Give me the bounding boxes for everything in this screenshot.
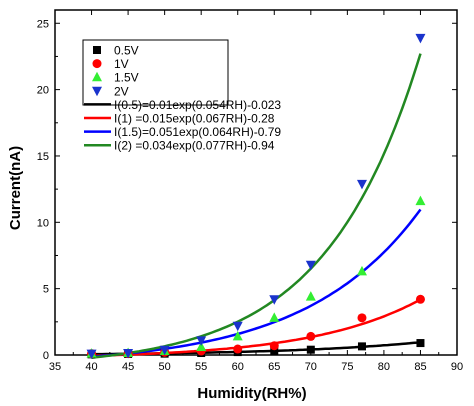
y-tick-label: 5 [43,284,49,296]
data-point [196,336,207,346]
y-axis-label: Current(nA) [7,146,24,230]
x-tick-label: 65 [268,361,280,373]
legend-label: 1.5V [114,71,139,85]
legend-box [82,39,229,106]
data-point [232,321,243,332]
data-point [270,347,279,356]
legend-label: 1V [114,57,129,71]
legend-marker [93,46,101,54]
fit-curves [91,53,422,359]
y-tick-label: 20 [37,85,49,97]
data-point [356,265,367,276]
data-point [357,342,366,351]
data-point [269,312,280,322]
data-point [305,260,316,271]
data-point [159,345,170,356]
x-tick-label: 35 [49,361,61,373]
legend: 0.5V1V1.5V2VI(0.5)=0.01exp(0.054RH)-0.02… [82,39,281,153]
y-tick-label: 25 [37,18,49,30]
x-tick-label: 75 [341,361,353,373]
data-point [269,295,280,305]
data-point [357,313,367,323]
legend-label: I(2) =0.034exp(0.077RH)-0.94 [114,139,275,153]
data-point [415,294,425,304]
data-point [232,330,243,341]
legend-label: 2V [114,84,129,98]
legend-label: I(1) =0.015exp(0.067RH)-0.28 [114,112,275,126]
data-point [123,349,134,359]
x-tick-label: 70 [305,361,317,373]
data-point [416,339,425,348]
legend-marker [92,86,102,97]
legend-marker [92,59,102,69]
legend-label: I(0.5)=0.01exp(0.054RH)-0.023 [114,98,281,112]
y-tick-label: 10 [37,217,49,229]
y-tick-label: 15 [37,151,49,163]
x-tick-label: 50 [159,361,171,373]
data-point [86,349,97,360]
x-tick-label: 80 [378,361,390,373]
x-tick-label: 60 [232,361,244,373]
x-tick-label: 90 [451,361,463,373]
legend-label: 0.5V [114,44,139,58]
data-points [86,33,426,360]
data-point [196,341,207,352]
data-point [305,291,316,301]
data-point [356,179,367,190]
fit-curve [91,298,422,358]
data-point [415,33,426,44]
y-tick-label: 0 [43,350,49,362]
fit-curve [91,208,422,358]
legend-label: I(1.5)=0.051exp(0.064RH)-0.79 [114,125,281,139]
fit-curve [91,53,422,359]
data-point [269,341,279,351]
data-point [306,331,316,341]
x-tick-label: 45 [122,361,134,373]
x-axis-label: Humidity(RH%) [197,385,306,402]
data-point [306,345,315,354]
x-tick-label: 40 [85,361,97,373]
x-tick-label: 55 [195,361,207,373]
x-tick-label: 85 [414,361,426,373]
data-point [233,344,243,354]
data-point [415,195,426,206]
legend-marker [92,71,102,82]
